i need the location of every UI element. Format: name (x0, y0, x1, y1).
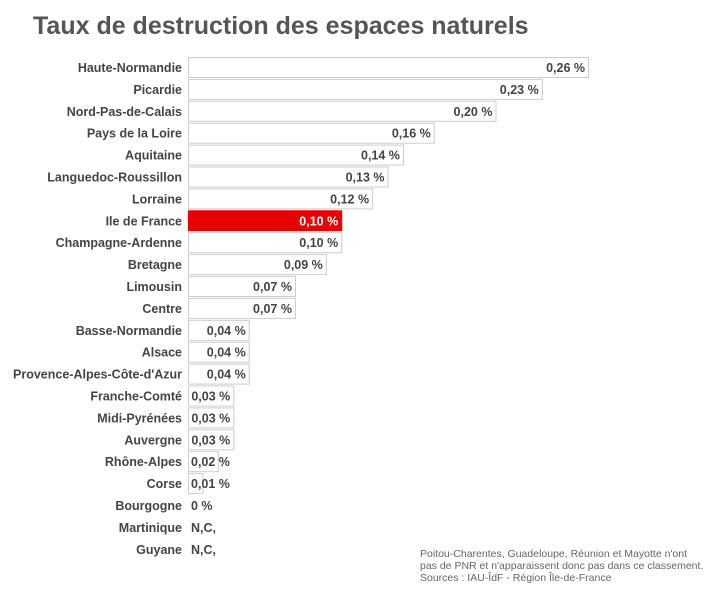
bar (188, 341, 250, 363)
bar (188, 232, 343, 254)
bar (188, 276, 296, 297)
bar (188, 473, 204, 495)
category-label: Rhône-Alpes (105, 455, 182, 469)
value-label: 0,07 % (253, 280, 292, 294)
bar (188, 144, 404, 166)
category-label: Lorraine (132, 192, 182, 206)
bar (188, 319, 250, 341)
category-label: Bretagne (128, 258, 182, 272)
bar-highlighted (188, 210, 343, 232)
value-label: 0,09 % (284, 258, 323, 272)
category-label: Basse-Normandie (76, 324, 182, 338)
value-label: 0,23 % (500, 83, 539, 97)
bar (188, 254, 327, 276)
bar (188, 297, 296, 319)
category-label: Nord-Pas-de-Calais (67, 105, 182, 119)
value-label: 0,04 % (207, 368, 246, 382)
bar (188, 78, 543, 100)
bar (188, 407, 235, 429)
category-label: Alsace (142, 346, 182, 360)
category-label: Bourgogne (115, 499, 182, 513)
value-label: 0,04 % (207, 346, 246, 360)
category-label: Aquitaine (125, 149, 182, 163)
bar (188, 57, 589, 78)
value-label: 0,03 % (191, 390, 230, 404)
category-label: Guyane (136, 543, 182, 557)
value-label: N,C, (191, 521, 216, 535)
footnote: Poitou-Charentes, Guadeloupe, Réunion et… (420, 548, 704, 584)
category-label: Limousin (126, 280, 182, 294)
bar (188, 451, 219, 473)
value-label: 0,07 % (253, 302, 292, 316)
chart-title: Taux de destruction des espaces naturels (33, 12, 529, 40)
category-label: Franche-Comté (90, 390, 182, 404)
value-label: 0,01 % (191, 477, 230, 491)
bar (188, 363, 250, 385)
bar (188, 100, 497, 122)
category-label: Languedoc-Roussillon (47, 171, 182, 185)
value-label: 0,02 % (191, 455, 230, 469)
value-label: 0,20 % (454, 105, 493, 119)
category-label: Corse (147, 477, 182, 491)
bar (188, 166, 389, 188)
category-label: Champagne-Ardenne (56, 236, 182, 250)
bar (188, 188, 374, 210)
value-label: 0 % (191, 499, 213, 513)
bar (188, 385, 235, 407)
category-label: Haute-Normandie (78, 61, 182, 75)
category-label: Centre (142, 302, 182, 316)
value-label: 0,10 % (299, 214, 338, 228)
value-label: 0,13 % (346, 171, 385, 185)
value-label: 0,04 % (207, 324, 246, 338)
bar (188, 429, 235, 451)
value-label: 0,16 % (392, 127, 431, 141)
category-label: Picardie (133, 83, 182, 97)
value-label: N,C, (191, 543, 216, 557)
value-label: 0,10 % (299, 236, 338, 250)
category-label: Auvergne (124, 433, 182, 447)
category-label: Pays de la Loire (87, 127, 182, 141)
footnote-source: Sources : IAU-ÎdF - Région Île-de-France (420, 572, 612, 584)
category-label: Ile de France (106, 214, 182, 228)
category-label: Provence-Alpes-Côte-d'Azur (13, 368, 182, 382)
footnote-line: pas de PNR et n'apparaissent donc pas da… (420, 560, 704, 572)
value-label: 0,26 % (546, 61, 585, 75)
value-label: 0,03 % (191, 433, 230, 447)
bar (188, 122, 435, 144)
footnote-line: Poitou-Charentes, Guadeloupe, Réunion et… (420, 548, 688, 560)
value-label: 0,03 % (191, 411, 230, 425)
category-label: Martinique (119, 521, 182, 535)
value-label: 0,12 % (330, 192, 369, 206)
category-label: Midi-Pyrénées (97, 411, 182, 425)
value-label: 0,14 % (361, 149, 400, 163)
